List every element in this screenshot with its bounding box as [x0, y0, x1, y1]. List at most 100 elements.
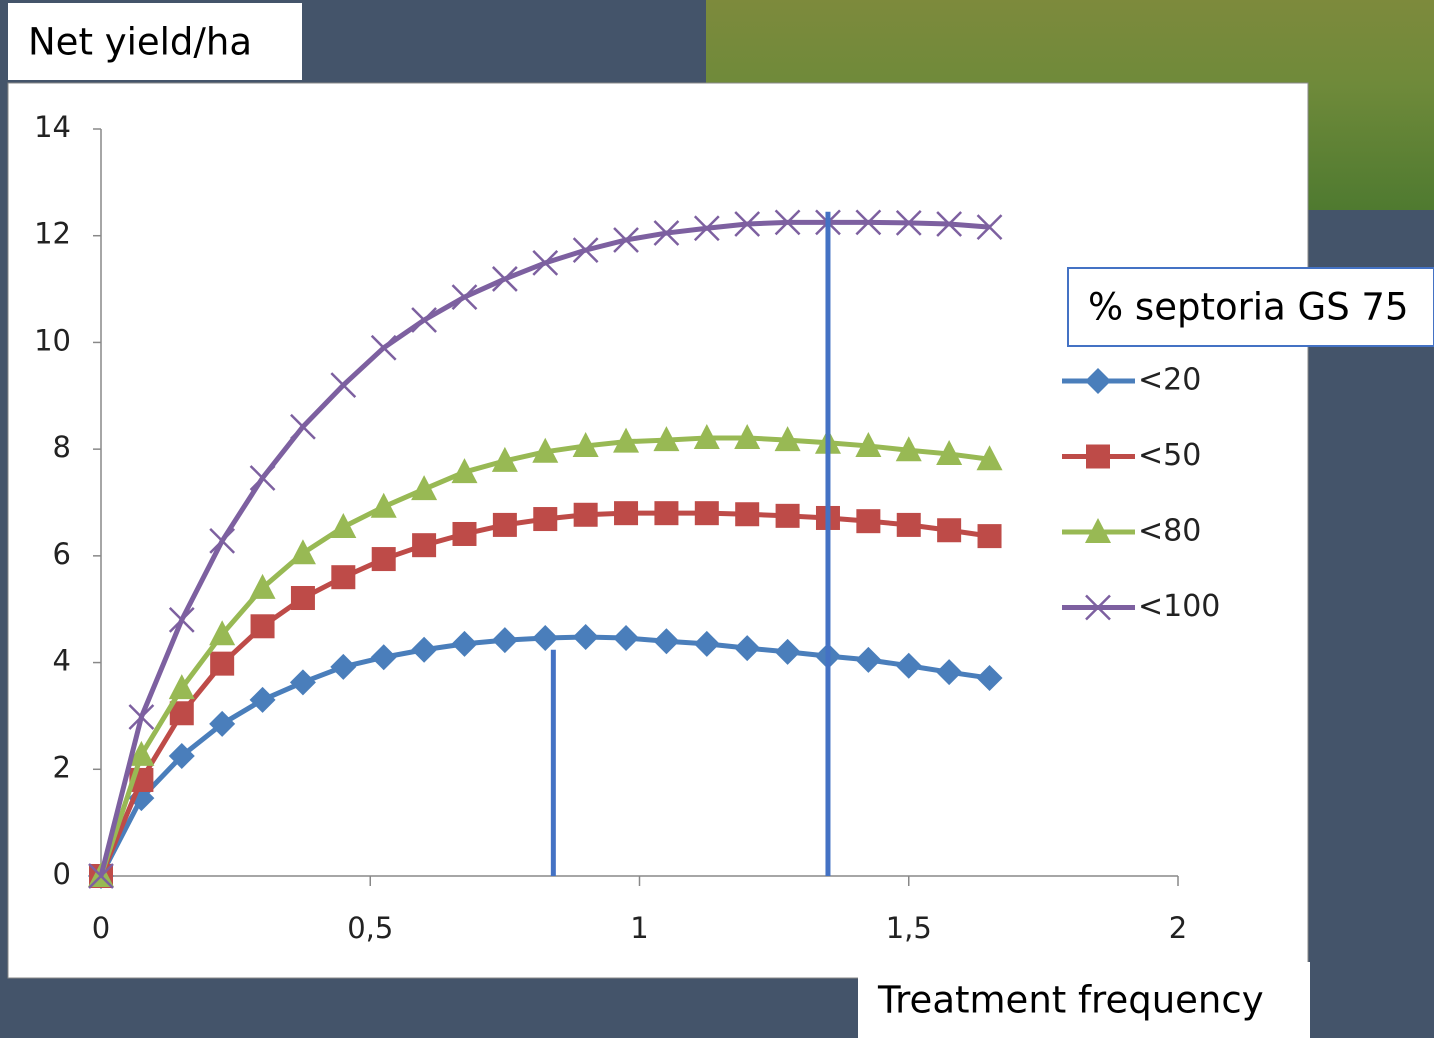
- marker: [735, 502, 760, 527]
- marker: [895, 210, 922, 236]
- legend-label: <80: [1138, 514, 1201, 549]
- marker: [249, 573, 276, 599]
- marker: [572, 237, 599, 264]
- marker: [936, 211, 963, 237]
- marker: [734, 211, 761, 237]
- marker: [734, 635, 761, 662]
- marker: [895, 652, 922, 679]
- marker: [88, 863, 114, 889]
- marker: [734, 423, 761, 449]
- marker: [855, 209, 882, 236]
- marker: [654, 501, 679, 526]
- marker: [451, 630, 478, 657]
- marker: [653, 220, 680, 246]
- marker: [532, 437, 559, 463]
- marker: [614, 501, 639, 526]
- y-axis-title: Net yield/ha: [28, 21, 252, 64]
- marker: [775, 503, 800, 528]
- marker: [289, 669, 316, 696]
- marker: [855, 431, 882, 457]
- marker: [249, 686, 276, 713]
- marker: [331, 565, 356, 590]
- marker: [249, 465, 276, 491]
- marker: [693, 215, 720, 242]
- marker: [330, 372, 357, 398]
- legend-title: % septoria GS 75: [1088, 286, 1409, 329]
- legend-title-box: [1067, 267, 1434, 347]
- marker: [250, 614, 275, 639]
- marker: [290, 413, 316, 440]
- marker: [209, 710, 236, 737]
- x-tick-label: 1,5: [886, 911, 932, 945]
- marker: [856, 509, 881, 534]
- x-tick-label: 0: [92, 911, 110, 945]
- plot: 0 2 4 6 8 10 12 14 0 0,5 1 1,5 2 <20 <50 <80 <100: [34, 110, 1220, 945]
- y-tick-label: 0: [53, 857, 71, 891]
- marker: [168, 607, 195, 633]
- marker: [613, 427, 640, 453]
- marker: [491, 627, 518, 654]
- marker: [290, 586, 315, 611]
- marker: [613, 625, 640, 652]
- x-tick-label: 1: [630, 911, 648, 945]
- marker: [370, 334, 397, 361]
- marker: [532, 625, 559, 652]
- x-title-box: [858, 962, 1310, 1038]
- marker: [1085, 368, 1111, 394]
- marker: [370, 644, 397, 671]
- marker: [653, 426, 680, 452]
- marker: [693, 630, 720, 657]
- marker: [370, 492, 397, 518]
- marker: [209, 620, 236, 646]
- marker: [693, 423, 720, 449]
- legend-label: <50: [1138, 438, 1201, 473]
- marker: [411, 636, 438, 663]
- marker: [774, 638, 801, 665]
- marker: [895, 436, 922, 462]
- marker: [289, 539, 316, 565]
- y-tick-label: 2: [53, 750, 71, 784]
- marker: [210, 651, 235, 676]
- x-tick-label: 2: [1169, 911, 1187, 945]
- marker: [1085, 594, 1111, 621]
- marker: [896, 512, 921, 537]
- marker: [371, 547, 396, 572]
- marker: [937, 518, 962, 543]
- y-tick-label: 4: [53, 644, 71, 678]
- y-tick-label: 6: [53, 537, 71, 571]
- marker: [613, 227, 639, 253]
- marker: [976, 214, 1003, 241]
- marker: [532, 250, 559, 276]
- marker: [976, 665, 1003, 692]
- marker: [128, 740, 155, 766]
- y-tick-label: 8: [53, 430, 71, 464]
- marker: [694, 501, 719, 526]
- y-tick-label: 14: [34, 110, 71, 144]
- y-tick-label: 10: [34, 323, 71, 357]
- marker: [330, 513, 357, 539]
- marker: [936, 439, 963, 465]
- marker: [128, 704, 155, 730]
- marker: [936, 659, 963, 686]
- marker: [451, 284, 478, 310]
- marker: [977, 524, 1002, 549]
- marker: [452, 521, 477, 546]
- marker: [411, 307, 437, 333]
- marker: [412, 533, 437, 558]
- marker: [533, 507, 558, 532]
- marker: [653, 628, 680, 655]
- marker: [411, 475, 438, 501]
- marker: [572, 431, 599, 457]
- marker: [573, 502, 598, 527]
- x-tick-label: 0,5: [347, 911, 393, 945]
- marker: [451, 458, 478, 484]
- marker: [168, 742, 195, 769]
- legend-label: <20: [1138, 363, 1201, 398]
- marker: [209, 528, 236, 554]
- marker: [168, 674, 195, 700]
- title-box: [8, 3, 302, 80]
- marker: [1086, 444, 1110, 469]
- marker: [1085, 518, 1111, 543]
- marker: [774, 209, 801, 236]
